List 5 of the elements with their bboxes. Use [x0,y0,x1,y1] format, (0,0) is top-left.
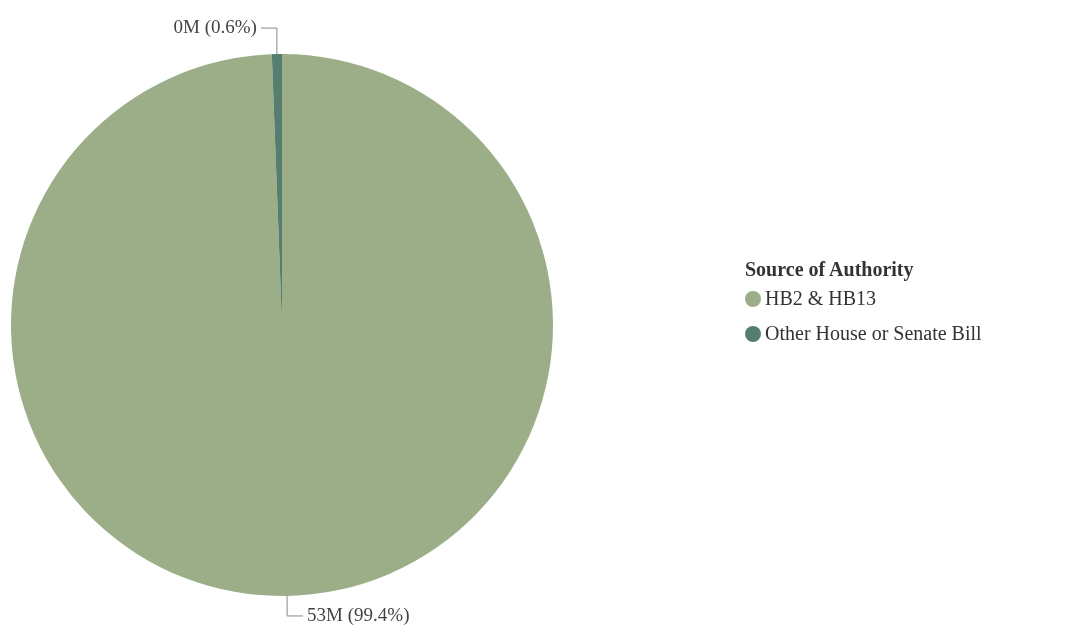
legend-label: Other House or Senate Bill [765,322,982,345]
legend-label: HB2 & HB13 [765,287,877,310]
data-label: 53M (99.4%) [307,603,410,626]
legend-title: Source of Authority [745,258,915,281]
data-label: 0M (0.6%) [173,16,257,39]
